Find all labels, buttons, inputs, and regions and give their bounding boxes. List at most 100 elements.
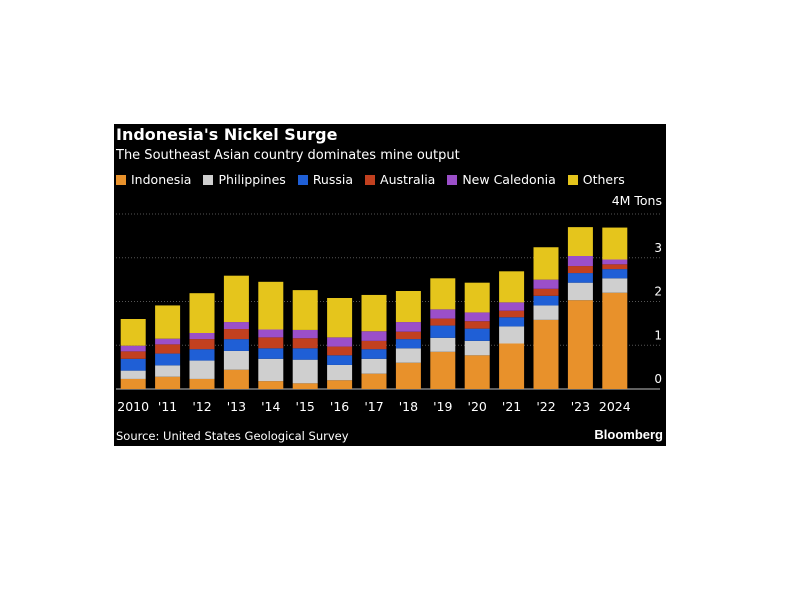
- bar-segment-new-caledonia-13: [223, 322, 249, 330]
- bar-segment-indonesia-2010: [120, 378, 146, 389]
- bar-segment-indonesia-11: [155, 376, 181, 389]
- legend-label: Others: [582, 172, 625, 187]
- bar-segment-others-22: [533, 247, 559, 280]
- bar-segment-indonesia-20: [464, 355, 490, 389]
- bar-segment-others-17: [361, 294, 387, 332]
- bar-segment-philippines-18: [395, 348, 421, 363]
- legend-swatch: [567, 174, 578, 185]
- bar-segment-australia-17: [361, 340, 387, 350]
- bar-segment-philippines-21: [499, 326, 525, 344]
- bar-segment-philippines-14: [258, 358, 284, 382]
- chart-subtitle: The Southeast Asian country dominates mi…: [116, 148, 460, 163]
- bar-segment-others-11: [155, 305, 181, 339]
- bar-segment-philippines-19: [430, 337, 456, 352]
- x-tick-label: '18: [399, 399, 418, 414]
- bar-segment-russia-22: [533, 295, 559, 306]
- bar-segment-others-23: [567, 227, 593, 256]
- bar-segment-indonesia-18: [395, 362, 421, 389]
- legend-swatch: [297, 174, 308, 185]
- bar-segment-new-caledonia-15: [292, 329, 318, 339]
- bar-segment-australia-18: [395, 331, 421, 340]
- bar-segment-others-12: [189, 293, 215, 333]
- y-tick-label: 1: [654, 328, 662, 342]
- bar-segment-others-21: [499, 271, 525, 303]
- x-tick-label: '14: [261, 399, 280, 414]
- bar-segment-new-caledonia-22: [533, 279, 559, 289]
- bar-segment-russia-21: [499, 317, 525, 327]
- chart-card: 0 1 2 3 4M Tons 2010 '11 '12 '13 '14 '15 '16 '17 '18 '…: [114, 124, 666, 446]
- x-tick-label: '13: [227, 399, 246, 414]
- bar-segment-australia-15: [292, 338, 318, 349]
- x-tick-label: '21: [502, 399, 521, 414]
- x-tick-label: 2010: [117, 399, 149, 414]
- bar-segment-new-caledonia-23: [567, 256, 593, 267]
- bar-segment-russia-23: [567, 273, 593, 283]
- x-tick-label: '15: [296, 399, 315, 414]
- x-tick-label: '23: [571, 399, 590, 414]
- legend-label: Indonesia: [131, 172, 192, 187]
- bar-segment-philippines-22: [533, 305, 559, 320]
- x-tick-label: '12: [192, 399, 211, 414]
- bar-segment-indonesia-14: [258, 381, 284, 389]
- bar-segment-new-caledonia-14: [258, 329, 284, 338]
- bar-segment-russia-18: [395, 339, 421, 349]
- x-tick-label: '11: [158, 399, 177, 414]
- bar-segment-others-13: [223, 275, 249, 323]
- bar-segment-indonesia-17: [361, 373, 387, 389]
- bar-segment-others-18: [395, 291, 421, 323]
- bar-segment-indonesia-12: [189, 378, 215, 389]
- bloomberg-logo: Bloomberg: [594, 427, 663, 442]
- legend-item-others: Others: [567, 172, 625, 187]
- legend-label: New Caledonia: [462, 172, 556, 187]
- bar-segment-new-caledonia-19: [430, 309, 456, 319]
- bar-segment-indonesia-21: [499, 343, 525, 389]
- x-tick-label: '16: [330, 399, 349, 414]
- chart-title: Indonesia's Nickel Surge: [116, 125, 338, 144]
- legend-item-russia: Russia: [297, 172, 354, 187]
- x-tick-label: '20: [468, 399, 487, 414]
- bar-segment-new-caledonia-18: [395, 322, 421, 332]
- bar-segment-indonesia-15: [292, 383, 318, 389]
- legend-item-australia: Australia: [365, 172, 435, 187]
- bar-segment-russia-15: [292, 348, 318, 360]
- bar-segment-new-caledonia-16: [327, 337, 353, 347]
- bar-segment-indonesia-22: [533, 319, 559, 389]
- legend-label: Russia: [312, 172, 354, 187]
- legend-item-indonesia: Indonesia: [116, 172, 191, 187]
- legend-label: Philippines: [218, 172, 286, 187]
- y-tick-label: 0: [654, 372, 662, 386]
- bar-segment-new-caledonia-11: [155, 338, 181, 345]
- bar-segment-australia-16: [327, 346, 353, 356]
- x-tick-label: '19: [433, 399, 452, 414]
- bar-segment-philippines-11: [155, 365, 181, 377]
- bar-segment-others-2024: [602, 227, 628, 260]
- bar-segment-russia-20: [464, 328, 490, 341]
- bar-segment-russia-16: [327, 355, 353, 365]
- bar-segment-australia-23: [567, 266, 593, 274]
- legend-swatch: [365, 174, 376, 185]
- bar-segment-philippines-2010: [120, 370, 146, 379]
- bar-segment-australia-21: [499, 310, 525, 318]
- bar-segment-russia-11: [155, 353, 181, 366]
- bar-segment-australia-12: [189, 339, 215, 350]
- stacked-bar-chart: 0 1 2 3 4M Tons 2010 '11 '12 '13 '14 '15 '16 '17 '18 '…: [116, 193, 662, 414]
- bar-segment-australia-2010: [120, 351, 146, 359]
- bar-segment-philippines-15: [292, 359, 318, 384]
- bar-segment-philippines-2024: [602, 278, 628, 293]
- bar-segment-australia-14: [258, 337, 284, 349]
- bar-segment-others-14: [258, 281, 284, 330]
- bar-segment-indonesia-16: [327, 380, 353, 389]
- bar-segment-philippines-16: [327, 364, 353, 381]
- bar-segment-australia-2024: [602, 264, 628, 270]
- legend-swatch: [447, 174, 458, 185]
- bar-segment-australia-19: [430, 318, 456, 326]
- bar-segment-new-caledonia-20: [464, 312, 490, 322]
- bar-segment-australia-13: [223, 329, 249, 340]
- legend-item-philippines: Philippines: [203, 172, 286, 187]
- bar-segment-philippines-17: [361, 358, 387, 374]
- bar-segment-new-caledonia-2010: [120, 345, 146, 352]
- bar-segment-russia-17: [361, 349, 387, 359]
- bar-segment-indonesia-2024: [602, 292, 628, 389]
- bar-segment-russia-12: [189, 349, 215, 361]
- bar-segment-others-16: [327, 298, 353, 338]
